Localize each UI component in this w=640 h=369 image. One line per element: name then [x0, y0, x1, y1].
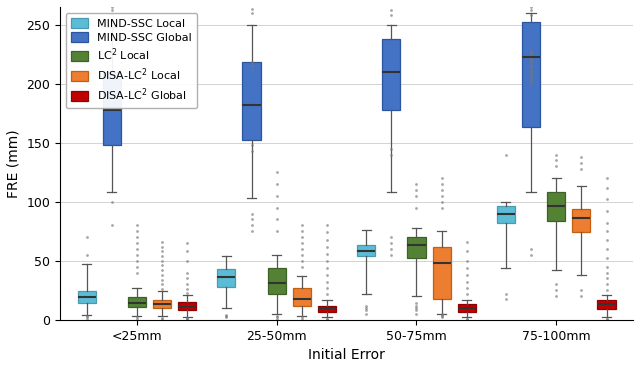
- PathPatch shape: [77, 292, 96, 303]
- Y-axis label: FRE (mm): FRE (mm): [7, 129, 21, 198]
- PathPatch shape: [153, 300, 171, 308]
- PathPatch shape: [178, 302, 196, 310]
- X-axis label: Initial Error: Initial Error: [308, 348, 385, 362]
- PathPatch shape: [433, 246, 451, 299]
- PathPatch shape: [243, 62, 260, 140]
- Legend: MIND-SSC Local, MIND-SSC Global, LC$^2$ Local, DISA-LC$^2$ Local, DISA-LC$^2$ Gl: MIND-SSC Local, MIND-SSC Global, LC$^2$ …: [66, 13, 197, 108]
- PathPatch shape: [408, 237, 426, 258]
- PathPatch shape: [572, 209, 591, 232]
- PathPatch shape: [292, 288, 311, 306]
- PathPatch shape: [128, 297, 146, 307]
- PathPatch shape: [357, 245, 375, 256]
- PathPatch shape: [522, 22, 540, 127]
- PathPatch shape: [102, 72, 121, 145]
- PathPatch shape: [497, 206, 515, 223]
- PathPatch shape: [458, 304, 476, 311]
- PathPatch shape: [218, 269, 236, 287]
- PathPatch shape: [382, 39, 401, 110]
- PathPatch shape: [318, 306, 336, 311]
- PathPatch shape: [268, 268, 286, 294]
- PathPatch shape: [547, 192, 565, 221]
- PathPatch shape: [597, 300, 616, 309]
